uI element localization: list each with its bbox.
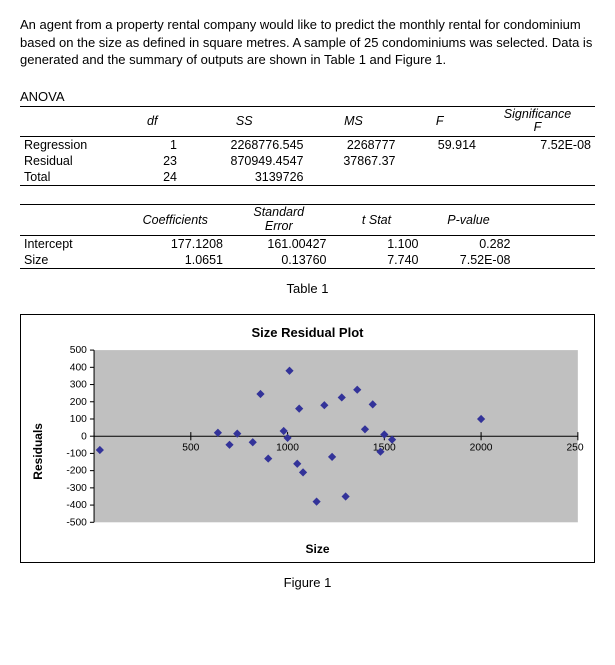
row-label: Total [20, 169, 124, 186]
svg-text:-300: -300 [66, 483, 87, 494]
chart-title: Size Residual Plot [31, 325, 584, 340]
svg-text:2000: 2000 [470, 442, 493, 453]
anova-table: df SS MS F SignificanceF Regression12268… [20, 106, 595, 187]
row-label: Regression [20, 137, 124, 154]
figure-caption: Figure 1 [20, 575, 595, 590]
coef-table: Coefficients StandardError t Stat P-valu… [20, 204, 595, 269]
svg-text:400: 400 [70, 362, 87, 373]
svg-text:-400: -400 [66, 500, 87, 511]
hdr-df: df [124, 106, 182, 137]
hdr-f: F [400, 106, 481, 137]
intro-text: An agent from a property rental company … [20, 16, 595, 69]
svg-text:0: 0 [81, 431, 87, 442]
hdr-p: P-value [423, 205, 515, 236]
svg-text:100: 100 [70, 414, 87, 425]
svg-text:1500: 1500 [373, 442, 396, 453]
hdr-ms: MS [308, 106, 400, 137]
scatter-svg: -500 -400 -300 -200 -100 0 100 200 300 400 500 500 1… [51, 346, 584, 541]
hdr-ss: SS [181, 106, 308, 137]
svg-text:2500: 2500 [566, 442, 584, 453]
row-label: Size [20, 252, 124, 269]
row-label: Residual [20, 153, 124, 169]
hdr-se: StandardError [227, 205, 331, 236]
hdr-coef: Coefficients [124, 205, 228, 236]
svg-text:1000: 1000 [276, 442, 299, 453]
svg-text:-500: -500 [66, 517, 87, 528]
table-caption: Table 1 [20, 281, 595, 296]
chart-xlabel: Size [51, 542, 584, 556]
row-label: Intercept [20, 235, 124, 252]
svg-text:-200: -200 [66, 465, 87, 476]
anova-heading: ANOVA [20, 89, 595, 104]
svg-text:500: 500 [70, 346, 87, 356]
svg-text:-100: -100 [66, 448, 87, 459]
hdr-sigf: SignificanceF [480, 106, 595, 137]
residual-plot: Size Residual Plot Residuals -500 -400 -30… [20, 314, 595, 564]
svg-text:300: 300 [70, 379, 87, 390]
svg-text:500: 500 [182, 442, 199, 453]
svg-text:200: 200 [70, 396, 87, 407]
chart-ylabel: Residuals [31, 423, 45, 480]
hdr-t: t Stat [331, 205, 423, 236]
